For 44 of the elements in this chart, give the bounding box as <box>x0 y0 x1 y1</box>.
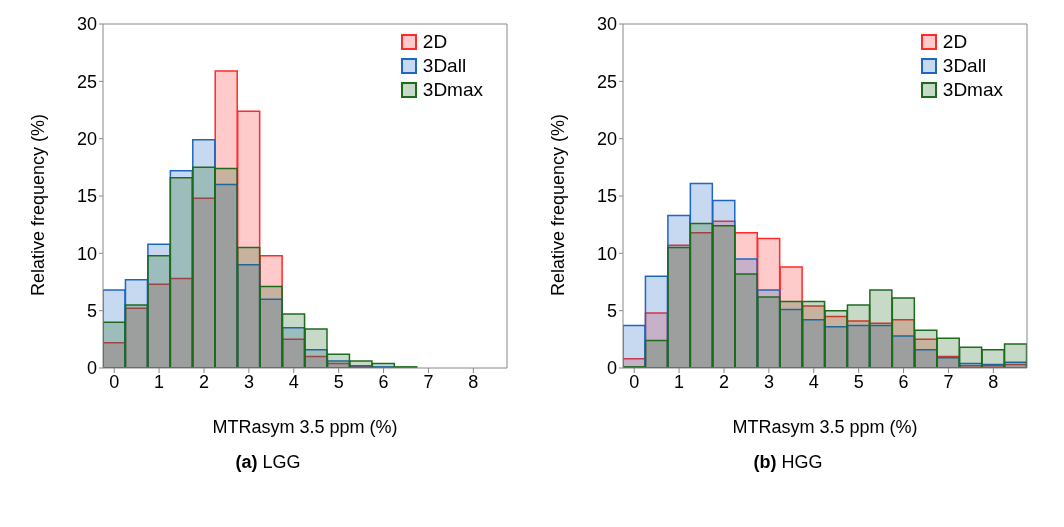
legend-label: 3Dall <box>422 55 467 77</box>
x-tick-label: 8 <box>988 371 999 392</box>
x-tick-label: 4 <box>808 371 819 392</box>
legend-label: 2D <box>422 31 448 53</box>
y-tick-label: 0 <box>86 358 97 379</box>
y-tick-label: 5 <box>86 301 97 322</box>
x-tick-label: 3 <box>243 371 254 392</box>
x-tick-label: 5 <box>333 371 344 392</box>
x-axis-title: MTRasym 3.5 ppm (%) <box>732 417 918 437</box>
y-tick-label: 5 <box>606 301 617 322</box>
y-tick-label: 25 <box>76 71 97 92</box>
x-tick-label: 7 <box>943 371 954 392</box>
x-tick-label: 1 <box>154 371 165 392</box>
x-tick-label: 0 <box>629 371 640 392</box>
y-tick-label: 20 <box>76 129 97 150</box>
y-tick-label: 30 <box>596 14 617 35</box>
y-tick-label: 25 <box>596 71 617 92</box>
legend-label: 3Dmax <box>422 79 483 101</box>
legend-label: 3Dmax <box>942 79 1003 101</box>
y-axis-title: Relative frequency (%) <box>548 113 569 296</box>
y-tick-label: 30 <box>76 14 97 35</box>
y-tick-label: 20 <box>596 129 617 150</box>
legend-label: 2D <box>942 31 968 53</box>
y-axis-title: Relative frequency (%) <box>28 113 49 296</box>
x-tick-label: 5 <box>853 371 864 392</box>
y-tick-label: 10 <box>596 243 617 264</box>
x-tick-label: 4 <box>288 371 299 392</box>
y-tick-label: 15 <box>596 186 617 207</box>
x-tick-label: 2 <box>198 371 210 392</box>
y-tick-label: 10 <box>76 243 97 264</box>
x-tick-label: 7 <box>423 371 434 392</box>
text: (b) HGG <box>752 452 824 473</box>
legend-label: 3Dall <box>942 55 987 77</box>
y-tick-label: 15 <box>76 186 97 207</box>
text: (a) LGG <box>234 452 302 473</box>
x-tick-label: 8 <box>468 371 479 392</box>
x-tick-label: 6 <box>898 371 909 392</box>
x-axis-title: MTRasym 3.5 ppm (%) <box>212 417 398 437</box>
x-tick-label: 1 <box>674 371 685 392</box>
x-tick-label: 2 <box>718 371 730 392</box>
y-tick-label: 0 <box>606 358 617 379</box>
x-tick-label: 0 <box>109 371 120 392</box>
x-tick-label: 6 <box>378 371 389 392</box>
x-tick-label: 3 <box>763 371 774 392</box>
